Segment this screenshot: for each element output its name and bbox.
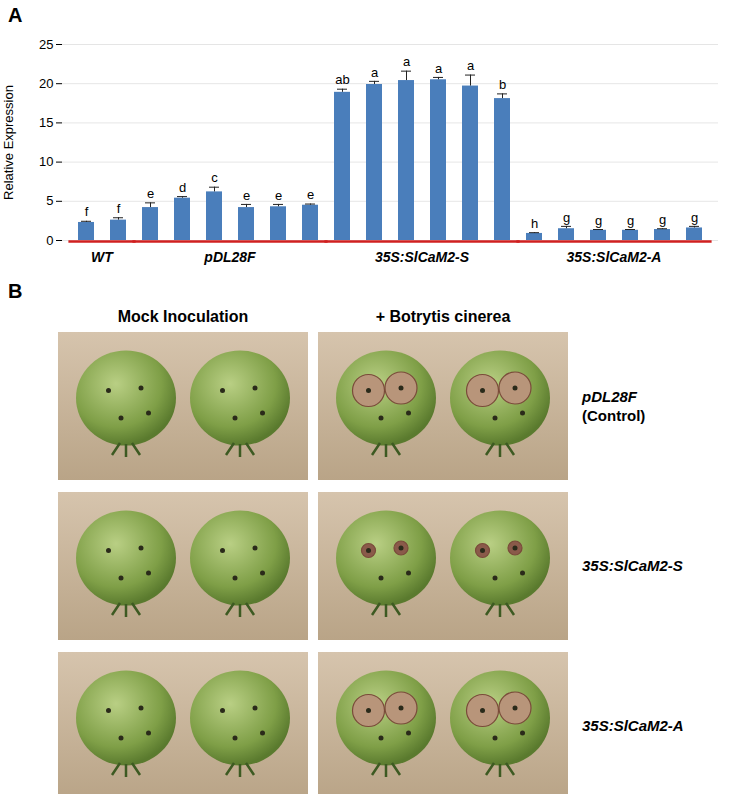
svg-text:25: 25 [39, 37, 53, 52]
svg-text:g: g [595, 213, 602, 228]
svg-text:g: g [659, 212, 666, 227]
svg-text:b: b [499, 77, 506, 92]
svg-text:20: 20 [39, 76, 53, 91]
svg-text:g: g [563, 210, 570, 225]
svg-text:0: 0 [46, 233, 53, 248]
svg-text:c: c [211, 170, 218, 185]
html-text:B: B [8, 280, 23, 302]
svg-text:d: d [179, 180, 186, 195]
svg-text:+ Botrytis cinerea: + Botrytis cinerea [376, 308, 511, 325]
svg-text:a: a [467, 58, 475, 73]
html-text:A: A [8, 4, 23, 26]
svg-text:5: 5 [46, 193, 53, 208]
svg-text:e: e [243, 188, 250, 203]
svg-text:10: 10 [39, 154, 53, 169]
svg-text:g: g [627, 213, 634, 228]
svg-text:35S:SlCaM2-S: 35S:SlCaM2-S [375, 249, 470, 265]
svg-text:WT: WT [91, 249, 114, 265]
svg-text:15: 15 [39, 115, 53, 130]
svg-text:35S:SlCaM2-S: 35S:SlCaM2-S [582, 557, 683, 574]
svg-text:h: h [531, 216, 538, 231]
svg-text:e: e [307, 187, 314, 202]
svg-text:e: e [275, 188, 282, 203]
svg-text:Relative Expression: Relative Expression [1, 85, 16, 200]
svg-text:35S:SlCaM2-A: 35S:SlCaM2-A [582, 717, 684, 734]
svg-text:e: e [147, 186, 154, 201]
svg-text:pDL28F: pDL28F [203, 249, 256, 265]
svg-text:f: f [117, 201, 121, 216]
svg-text:Mock Inoculation: Mock Inoculation [118, 308, 249, 325]
svg-text:a: a [435, 61, 443, 76]
svg-text:35S:SlCaM2-A: 35S:SlCaM2-A [567, 249, 662, 265]
svg-text:a: a [371, 65, 379, 80]
svg-text:ab: ab [335, 72, 349, 87]
svg-text:a: a [403, 54, 411, 69]
svg-text:f: f [85, 204, 89, 219]
svg-text:pDL28F(Control): pDL28F(Control) [581, 388, 645, 424]
svg-text:g: g [691, 210, 698, 225]
